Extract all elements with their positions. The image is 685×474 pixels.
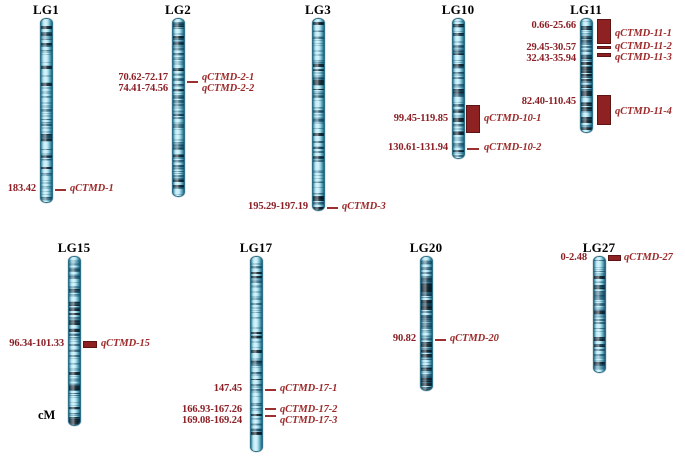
lg3-bands	[313, 19, 324, 210]
lg10-qtl-label-0[interactable]: qCTMD-10-1	[484, 113, 542, 124]
lg11-position-2: 32.43-35.94	[526, 53, 576, 64]
lg17-qtl-tick-1[interactable]	[265, 408, 276, 410]
lg17-qtl-label-1[interactable]: qCTMD-17-2	[280, 404, 338, 415]
lg11-qtl-bar-1[interactable]	[597, 46, 611, 49]
lg17-bands	[251, 257, 262, 451]
lg20-qtl-label-0[interactable]: qCTMD-20	[450, 333, 499, 344]
lg10-qtl-bar-0[interactable]	[466, 105, 480, 133]
lg27-bands	[594, 257, 605, 372]
lg2-position-0: 70.62-72.17	[118, 72, 168, 83]
lg20-bands	[421, 257, 432, 390]
lg3-qtl-tick-0[interactable]	[327, 207, 338, 209]
lg20-qtl-tick-0[interactable]	[435, 339, 446, 341]
chromosome-lg15[interactable]	[68, 256, 81, 426]
lg3-title: LG3	[305, 2, 331, 17]
lg11-position-3: 82.40-110.45	[521, 96, 576, 107]
lg2-position-1: 74.41-74.56	[118, 83, 168, 94]
lg11-position-1: 29.45-30.57	[526, 42, 576, 53]
lg17-position-2: 169.08-169.24	[182, 415, 242, 426]
chromosome-lg17[interactable]	[250, 256, 263, 452]
chromosome-lg2[interactable]	[172, 18, 185, 197]
lg17-qtl-label-0[interactable]: qCTMD-17-1	[280, 383, 338, 394]
chromosome-lg10[interactable]	[452, 18, 465, 159]
lg10-bands	[453, 19, 464, 158]
chromosome-lg1[interactable]	[40, 18, 53, 203]
lg11-qtl-label-3[interactable]: qCTMD-11-4	[615, 106, 672, 117]
lg2-qtl-tick-0[interactable]	[187, 81, 198, 83]
lg11-qtl-label-0[interactable]: qCTMD-11-1	[615, 28, 672, 39]
lg17-position-0: 147.45	[213, 383, 242, 394]
lg20-position-0: 90.82	[392, 333, 416, 344]
lg10-position-0: 99.45-119.85	[393, 113, 448, 124]
lg15-qtl-label-0[interactable]: qCTMD-15	[101, 338, 150, 349]
lg15-title: LG15	[57, 240, 91, 255]
lg11-qtl-bar-2[interactable]	[597, 53, 611, 57]
lg10-title: LG10	[441, 2, 475, 17]
lg11-title: LG11	[570, 2, 602, 17]
lg17-qtl-tick-2[interactable]	[265, 415, 276, 417]
lg10-position-1: 130.61-131.94	[388, 142, 448, 153]
lg11-qtl-bar-0[interactable]	[597, 19, 611, 44]
lg1-qtl-label-0[interactable]: qCTMD-1	[70, 183, 114, 194]
lg1-qtl-tick-0[interactable]	[55, 189, 66, 191]
lg1-position-0: 183.42	[7, 183, 36, 194]
lg11-qtl-label-2[interactable]: qCTMD-11-3	[615, 52, 672, 63]
lg27-title: LG27	[582, 240, 616, 255]
lg10-qtl-label-1[interactable]: qCTMD-10-2	[484, 142, 542, 153]
chromosome-lg11[interactable]	[580, 18, 593, 133]
lg2-bands	[173, 19, 184, 196]
lg3-qtl-label-0[interactable]: qCTMD-3	[342, 201, 386, 212]
lg15-position-0: 96.34-101.33	[9, 338, 64, 349]
lg17-position-1: 166.93-167.26	[182, 404, 242, 415]
lg1-title: LG1	[33, 2, 59, 17]
chromosome-lg3[interactable]	[312, 18, 325, 211]
lg11-position-0: 0.66-25.66	[531, 20, 577, 31]
lg2-qtl-label-1[interactable]: qCTMD-2-2	[202, 83, 255, 94]
lg27-qtl-bar-0[interactable]	[608, 255, 621, 261]
lg17-qtl-label-2[interactable]: qCTMD-17-3	[280, 415, 338, 426]
lg17-qtl-tick-0[interactable]	[265, 389, 276, 391]
lg11-bands	[581, 19, 592, 132]
lg2-title: LG2	[165, 2, 191, 17]
lg17-title: LG17	[239, 240, 273, 255]
lg15-qtl-bar-0[interactable]	[83, 341, 97, 348]
lg20-title: LG20	[409, 240, 443, 255]
lg10-qtl-tick-1[interactable]	[467, 148, 479, 150]
lg2-qtl-label-0[interactable]: qCTMD-2-1	[202, 72, 255, 83]
chromosome-lg20[interactable]	[420, 256, 433, 391]
lg15-bands	[69, 257, 80, 425]
lg11-qtl-bar-3[interactable]	[597, 95, 611, 125]
chromosome-lg27[interactable]	[593, 256, 606, 373]
lg27-qtl-label-0[interactable]: qCTMD-27	[624, 252, 673, 263]
lg3-position-0: 195.29-197.19	[248, 201, 308, 212]
cm-unit-label: cM	[38, 408, 56, 422]
lg11-qtl-label-1[interactable]: qCTMD-11-2	[615, 41, 672, 52]
lg1-bands	[41, 19, 52, 202]
lg27-position-0: 0-2.48	[560, 252, 587, 263]
